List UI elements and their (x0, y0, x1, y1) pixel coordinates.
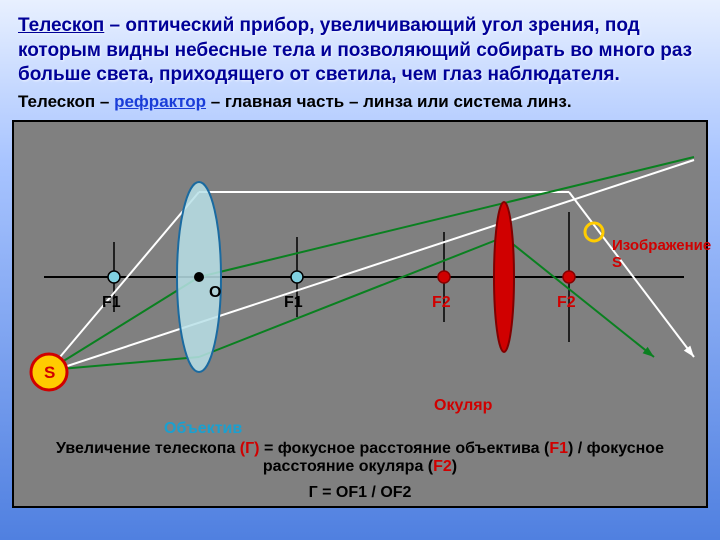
magnification-formula-2: Г = OF1 / OF2 (14, 484, 706, 502)
objective-label: Объектив (164, 420, 242, 438)
svg-text:О: О (209, 284, 221, 301)
magnification-formula-1: Увеличение телескопа (Г) = фокусное расс… (14, 440, 706, 476)
svg-text:F1: F1 (284, 294, 303, 311)
refractor-link: рефрактор (114, 92, 206, 111)
svg-text:S: S (44, 363, 55, 382)
svg-text:F1: F1 (102, 294, 121, 311)
image-label: ИзображениеS (612, 237, 711, 271)
title-word: Телескоп (18, 15, 104, 36)
svg-text:F2: F2 (432, 294, 451, 311)
svg-text:F2: F2 (557, 294, 576, 311)
ocular-label: Окуляр (434, 397, 492, 415)
title-text: Телескоп – оптический прибор, увеличиваю… (18, 14, 702, 88)
subtitle-text: Телескоп – рефрактор – главная часть – л… (18, 92, 702, 112)
optics-diagram: ОF1F1F2F2S Объектив Окуляр ИзображениеS … (12, 120, 708, 508)
title-rest: – оптический прибор, увеличивающий угол … (18, 15, 692, 85)
